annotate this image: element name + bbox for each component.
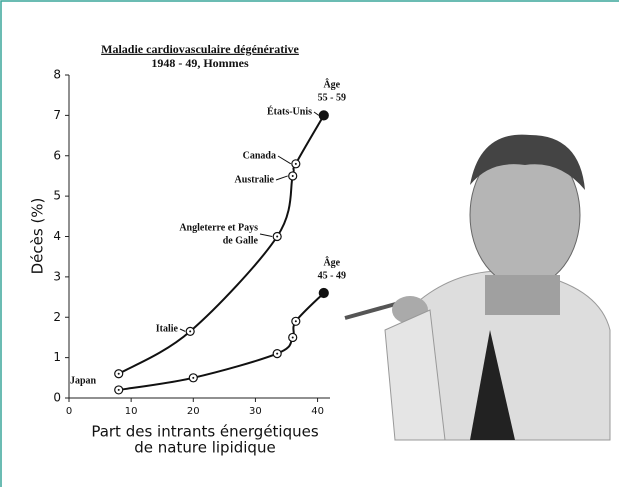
- point-dot: [117, 372, 120, 375]
- label-arrow: [313, 111, 320, 116]
- y-tick-label: 8: [53, 68, 61, 82]
- point-label: Canada: [243, 150, 276, 161]
- point-label: États-Unis: [267, 105, 312, 117]
- y-tick-label: 4: [53, 229, 61, 243]
- x-tick-label: 10: [125, 406, 138, 417]
- point-dot: [192, 376, 195, 379]
- point-dot: [276, 235, 279, 238]
- chart-subtitle: 1948 - 49, Hommes: [151, 56, 249, 70]
- y-tick-label: 3: [53, 269, 61, 283]
- label-arrow: [179, 328, 186, 332]
- y-tick-label: 0: [53, 391, 61, 405]
- point-dot: [117, 388, 120, 391]
- label-arrow: [277, 155, 292, 165]
- y-tick-label: 7: [53, 108, 61, 122]
- x-axis-label: Part des intrants énergétiques: [91, 423, 319, 441]
- point-dot: [276, 352, 279, 355]
- data-point: [318, 110, 329, 121]
- age-label: 55 - 59: [318, 93, 346, 104]
- y-tick-label: 6: [53, 148, 61, 162]
- point-label: Japan: [70, 375, 97, 386]
- x-axis-label: de nature lipidique: [134, 439, 275, 457]
- age-label: 45 - 49: [318, 270, 346, 281]
- point-label: de Galle: [223, 235, 259, 246]
- age-label: Âge: [323, 256, 340, 268]
- point-dot: [294, 162, 297, 165]
- data-point: [318, 287, 329, 299]
- y-axis-label: Décès (%): [29, 198, 47, 275]
- y-tick-label: 5: [53, 189, 61, 203]
- point-label: Italie: [156, 323, 179, 334]
- point-dot: [291, 336, 294, 339]
- y-tick-label: 1: [53, 350, 61, 364]
- x-tick-label: 40: [311, 406, 324, 417]
- label-arrow: [259, 233, 273, 237]
- point-dot: [291, 174, 294, 177]
- chart-title: Maladie cardiovasculaire dégénérative: [101, 42, 299, 56]
- point-dot: [294, 320, 297, 323]
- x-tick-label: 30: [249, 406, 262, 417]
- y-tick-label: 2: [53, 310, 61, 324]
- photo: [344, 134, 611, 441]
- label-arrow: [275, 175, 288, 181]
- point-dot: [189, 330, 192, 333]
- point-label: Australie: [235, 174, 275, 185]
- x-tick-label: 20: [187, 406, 200, 417]
- x-tick-label: 0: [66, 406, 72, 417]
- age-label: Âge: [323, 79, 340, 91]
- point-label: Angleterre et Pays: [179, 222, 258, 233]
